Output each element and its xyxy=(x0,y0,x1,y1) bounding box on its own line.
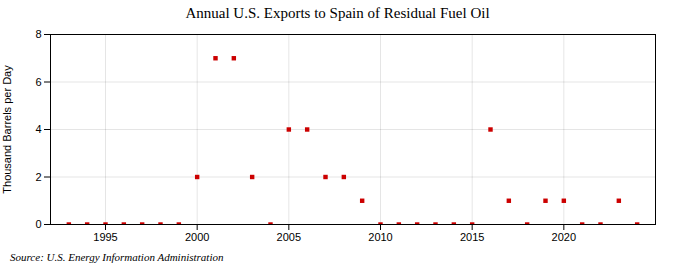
svg-text:1995: 1995 xyxy=(93,231,117,243)
svg-text:0: 0 xyxy=(35,218,41,230)
svg-text:6: 6 xyxy=(35,76,41,88)
html-text:Annual U.S. Exports to Spain o: Annual U.S. Exports to Spain of Residual… xyxy=(185,5,490,21)
svg-text:2000: 2000 xyxy=(185,231,209,243)
svg-text:4: 4 xyxy=(35,123,41,135)
svg-text:2010: 2010 xyxy=(368,231,392,243)
svg-text:8: 8 xyxy=(35,28,41,40)
svg-text:2015: 2015 xyxy=(460,231,484,243)
html-text:Source: U.S. Energy Informatio: Source: U.S. Energy Information Administ… xyxy=(10,251,224,263)
svg-text:Thousand Barrels per Day: Thousand Barrels per Day xyxy=(1,65,13,194)
svg-text:2: 2 xyxy=(35,171,41,183)
svg-text:2005: 2005 xyxy=(277,231,301,243)
svg-text:2020: 2020 xyxy=(552,231,576,243)
